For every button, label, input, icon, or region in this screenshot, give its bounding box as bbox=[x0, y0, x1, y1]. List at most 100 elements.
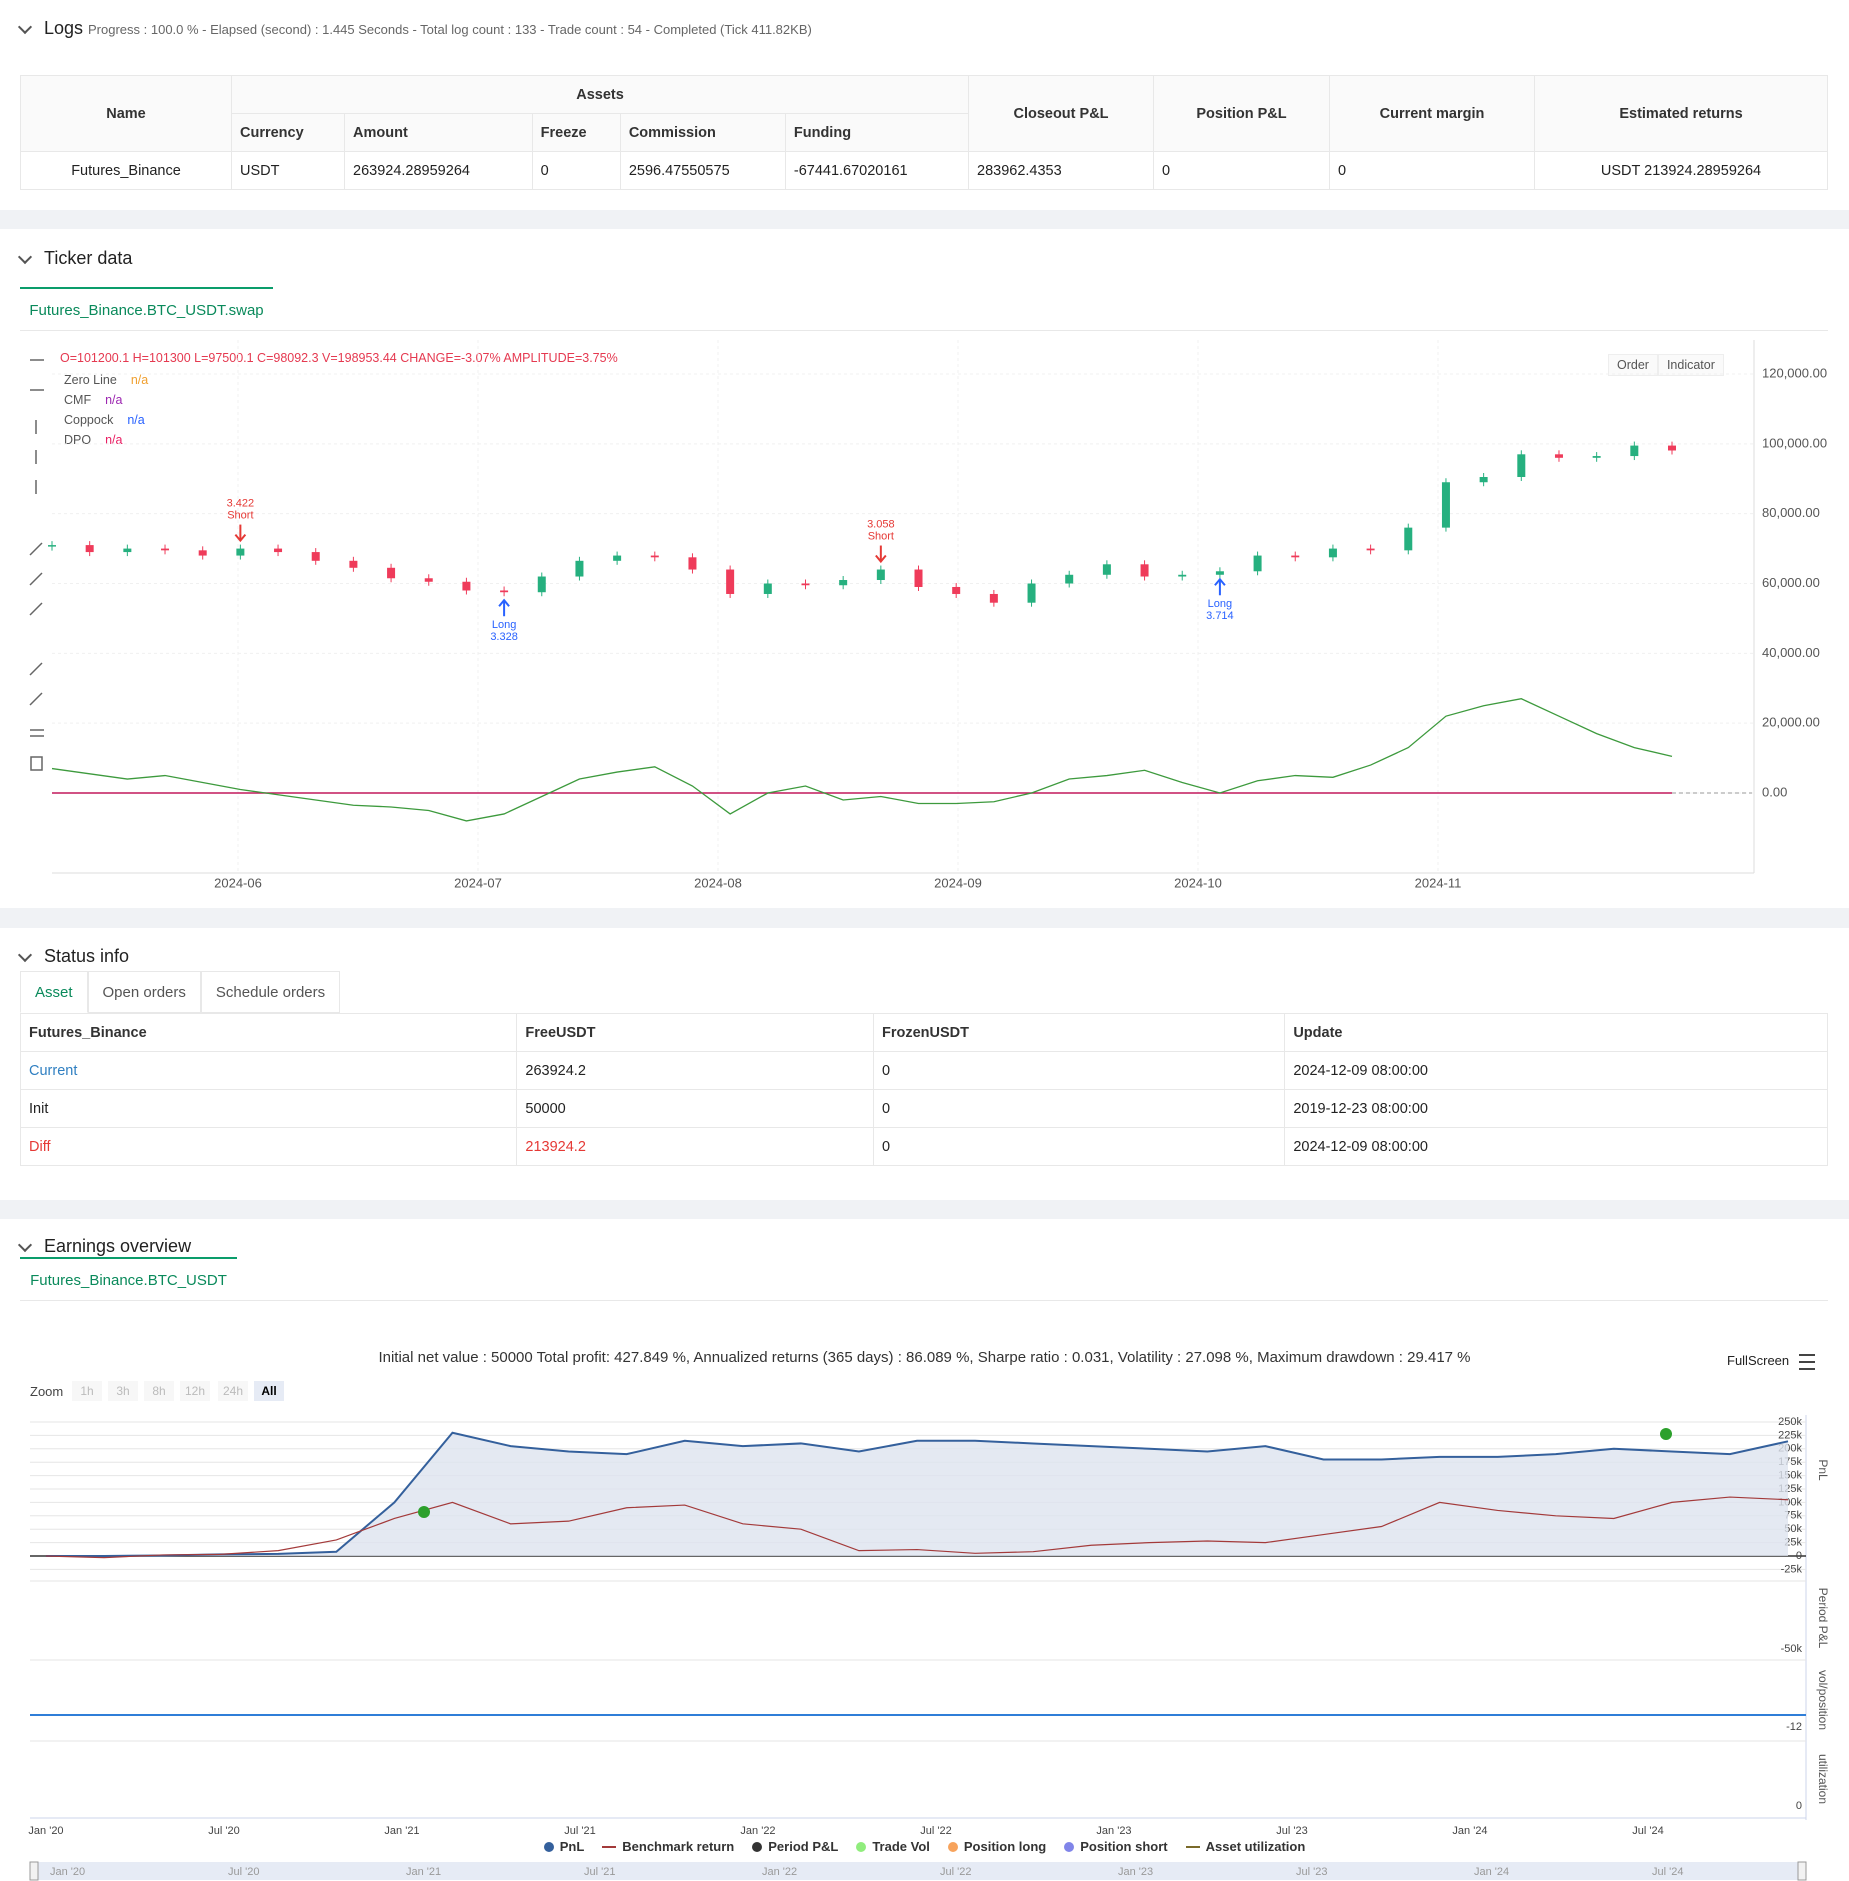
zoom-button[interactable]: 8h bbox=[144, 1381, 174, 1401]
menu-icon[interactable] bbox=[1799, 1354, 1815, 1370]
legend-name: CMF bbox=[64, 393, 92, 407]
trade-marker bbox=[1660, 1428, 1672, 1440]
candle bbox=[1291, 555, 1300, 558]
cell: 0 bbox=[873, 1127, 1286, 1166]
status-tabs: Asset Open orders Schedule orders bbox=[20, 971, 341, 1013]
x-tick-label: Jul '20 bbox=[208, 1825, 239, 1837]
cell: 2019-12-23 08:00:00 bbox=[1284, 1089, 1828, 1128]
signal-value: 3.714 bbox=[1206, 610, 1234, 622]
section-title: Logs bbox=[44, 18, 84, 38]
y-tick-label: -25k bbox=[1781, 1563, 1803, 1575]
legend-item[interactable]: Trade Vol bbox=[856, 1839, 930, 1854]
signal-label: Short bbox=[227, 509, 253, 521]
tab-divider bbox=[20, 1300, 1828, 1301]
cell: 50000 bbox=[516, 1089, 875, 1128]
series-line bbox=[46, 1431, 1789, 1557]
header-row: Name Assets Closeout P&L Position P&L Curren… bbox=[20, 75, 1828, 152]
ticker-tab[interactable]: Futures_Binance.BTC_USDT.swap bbox=[20, 287, 273, 332]
candle bbox=[1215, 571, 1224, 575]
status-table: Futures_Binance FreeUSDT FrozenUSDT Update C… bbox=[19, 1013, 1828, 1166]
signal-value: 3.328 bbox=[490, 631, 518, 643]
legend-symbol bbox=[752, 1841, 763, 1852]
legend-item[interactable]: Position short bbox=[1064, 1839, 1168, 1854]
zoom-button[interactable]: 24h bbox=[218, 1381, 248, 1401]
candle bbox=[613, 555, 622, 561]
cell: 213924.2 bbox=[516, 1127, 875, 1166]
signal-arrowhead bbox=[875, 554, 887, 564]
legend-name: Coppock bbox=[64, 413, 114, 427]
navigator-handle[interactable] bbox=[1797, 1861, 1807, 1881]
navigator-label: Jan '24 bbox=[1474, 1866, 1509, 1878]
fullscreen-button[interactable]: FullScreen bbox=[1727, 1353, 1790, 1368]
cell: 263924.28959264 bbox=[344, 151, 533, 190]
signal-label: Short bbox=[868, 530, 894, 542]
legend-item: Zero Line n/a bbox=[64, 370, 148, 390]
earnings-tab[interactable]: Futures_Binance.BTC_USDT bbox=[20, 1257, 237, 1302]
header-cell: Currency bbox=[230, 113, 346, 152]
header-cell: Closeout P&L bbox=[968, 75, 1154, 152]
navigator-label: Jan '20 bbox=[50, 1866, 85, 1878]
x-tick-label: Jan '20 bbox=[28, 1825, 63, 1837]
x-tick-label: Jan '21 bbox=[384, 1825, 419, 1837]
chart-button[interactable]: Indicator bbox=[1657, 354, 1724, 376]
navigator-label: Jan '21 bbox=[406, 1866, 441, 1878]
cell: 0 bbox=[873, 1051, 1286, 1090]
legend-name: Position long bbox=[963, 1839, 1047, 1854]
cell: 2024-12-09 08:00:00 bbox=[1284, 1127, 1828, 1166]
zoom-button[interactable]: 12h bbox=[180, 1381, 210, 1401]
candle bbox=[198, 550, 207, 556]
status-tab[interactable]: Open orders bbox=[87, 971, 201, 1013]
legend-item[interactable]: Benchmark return bbox=[602, 1839, 734, 1854]
zoom-button[interactable]: 1h bbox=[72, 1381, 102, 1401]
x-tick-label: 2024-06 bbox=[214, 875, 262, 890]
x-tick-label: Jul '24 bbox=[1632, 1825, 1663, 1837]
navigator[interactable] bbox=[30, 1862, 1806, 1880]
x-tick-label: Jul '21 bbox=[564, 1825, 595, 1837]
candle bbox=[48, 545, 56, 547]
zoom-button[interactable]: All bbox=[254, 1381, 284, 1401]
legend-item[interactable]: PnL bbox=[543, 1839, 584, 1854]
candle bbox=[500, 590, 509, 593]
x-tick-label: Jul '23 bbox=[1276, 1825, 1307, 1837]
y-tick-label: 75k bbox=[1784, 1510, 1802, 1522]
legend-symbol bbox=[602, 1845, 617, 1848]
legend-name: Period P&L bbox=[768, 1839, 839, 1854]
navigator-handle[interactable] bbox=[29, 1861, 39, 1881]
header-cell: Update bbox=[1284, 1013, 1828, 1052]
y-tick-label: 20,000.00 bbox=[1762, 715, 1820, 730]
candle bbox=[989, 593, 998, 603]
candle bbox=[1441, 482, 1450, 528]
candle bbox=[537, 576, 546, 593]
signal-arrowhead bbox=[1214, 577, 1226, 586]
candle bbox=[1178, 574, 1187, 577]
status-tab[interactable]: Schedule orders bbox=[200, 971, 341, 1013]
cell: 283962.4353 bbox=[968, 151, 1154, 190]
navigator-label: Jul '20 bbox=[228, 1866, 259, 1878]
y-tick-label: 0 bbox=[1796, 1550, 1802, 1562]
cell: Futures_Binance bbox=[20, 151, 232, 190]
candle bbox=[763, 583, 772, 594]
x-tick-label: 2024-07 bbox=[454, 875, 502, 890]
legend-item[interactable]: Position long bbox=[947, 1839, 1047, 1854]
navigator-label: Jan '23 bbox=[1118, 1866, 1153, 1878]
candle bbox=[575, 560, 584, 577]
legend-item[interactable]: Asset utilization bbox=[1185, 1839, 1305, 1854]
x-tick-label: 2024-09 bbox=[934, 875, 982, 890]
candle bbox=[914, 569, 923, 587]
zoom-button[interactable]: 3h bbox=[108, 1381, 138, 1401]
candle bbox=[1592, 456, 1601, 458]
data-row: Diff 213924.2 0 2024-12-09 08:00:00 bbox=[19, 1127, 1828, 1166]
series-line bbox=[45, 1496, 1789, 1559]
candle bbox=[311, 552, 320, 561]
candle bbox=[387, 567, 396, 579]
chart-button[interactable]: Order bbox=[1608, 354, 1658, 376]
legend-item[interactable]: Period P&L bbox=[752, 1839, 838, 1854]
data-row: Init 50000 0 2019-12-23 08:00:00 bbox=[19, 1089, 1828, 1128]
y-tick-label: 250k bbox=[1778, 1416, 1802, 1428]
panel-label: PnL bbox=[1816, 1459, 1830, 1481]
y-tick-label: 225k bbox=[1778, 1429, 1802, 1441]
tab-divider bbox=[20, 330, 1828, 331]
cell: Current bbox=[19, 1051, 518, 1090]
status-tab[interactable]: Asset bbox=[20, 971, 88, 1013]
cell: 263924.2 bbox=[516, 1051, 875, 1090]
